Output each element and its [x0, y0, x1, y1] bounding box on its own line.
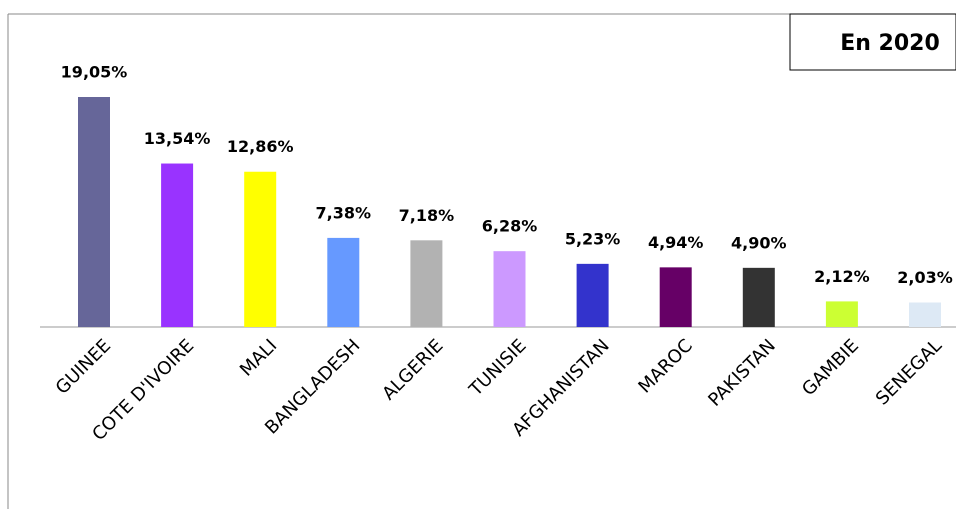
x-tick-label: MAROC: [634, 335, 696, 397]
bar: [410, 240, 443, 327]
value-label: 2,12%: [814, 267, 870, 286]
x-tick-label: ALGERIE: [378, 335, 447, 404]
value-label: 5,23%: [565, 229, 621, 248]
value-label: 19,05%: [61, 63, 128, 82]
bar: [493, 251, 526, 327]
chart-title: En 2020: [840, 31, 940, 56]
x-tick-label: MALI: [236, 335, 281, 380]
bar: [659, 267, 692, 327]
bar: [327, 237, 360, 327]
x-tick-label: SENEGAL: [872, 335, 946, 409]
value-label: 7,38%: [316, 203, 372, 222]
bar: [78, 97, 110, 327]
bar: [576, 263, 609, 327]
bar: [825, 301, 858, 327]
bar: [742, 267, 775, 327]
value-label: 4,90%: [731, 233, 787, 252]
title-box: [789, 13, 956, 71]
bar: [909, 302, 941, 327]
x-tick-label: GUINEE: [52, 335, 115, 398]
value-label: 13,54%: [144, 129, 211, 148]
value-label: 4,94%: [648, 233, 704, 252]
value-label: 7,18%: [399, 206, 455, 225]
bar: [244, 171, 277, 327]
value-label: 12,86%: [227, 137, 294, 156]
x-tick-label: PAKISTAN: [704, 335, 780, 411]
x-tick-label: GAMBIE: [798, 335, 863, 400]
value-label: 2,03%: [897, 268, 953, 287]
x-tick-label: TUNISIE: [465, 335, 531, 401]
bar: [161, 163, 194, 327]
value-label: 6,28%: [482, 217, 538, 236]
